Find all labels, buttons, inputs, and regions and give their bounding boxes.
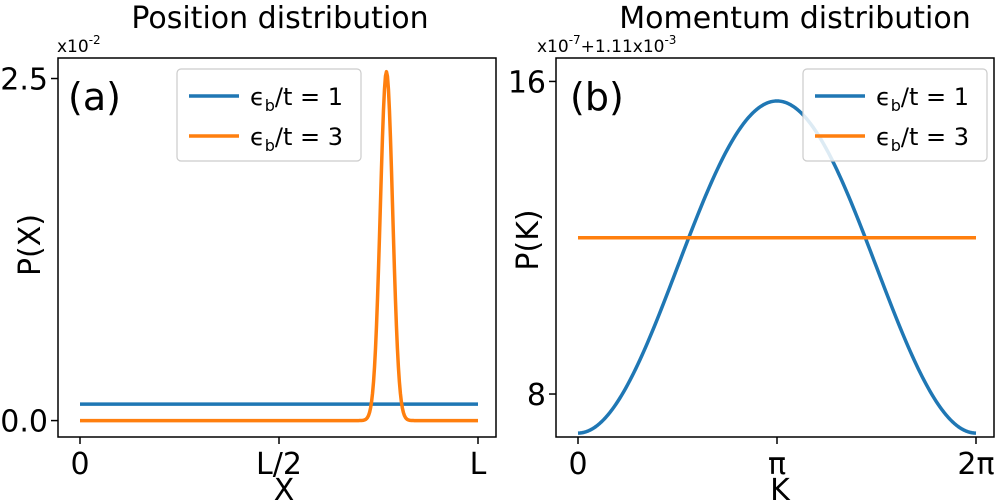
panel-position-distribution: Position distribution x10-2 (a) P(X) X 0… <box>0 1 497 504</box>
legend-box <box>802 68 988 162</box>
y-axis-label-a: P(X) <box>13 214 48 276</box>
x-tick-label: L <box>470 447 487 482</box>
title-a: Position distribution <box>131 1 428 36</box>
legend-label: ϵb/t = 3 <box>876 123 969 155</box>
legend-box <box>176 68 362 162</box>
panel-momentum-distribution: Momentum distribution x10-7+1.11x10-3 (b… <box>508 1 995 504</box>
x-tick-label: 2π <box>957 447 994 482</box>
legend-label: ϵb/t = 1 <box>876 83 969 115</box>
panel-label-a: (a) <box>68 75 121 119</box>
ticks-b: 0 π 2π 8 16 <box>508 65 995 482</box>
series-line-2 <box>79 69 479 423</box>
x-axis-label-b: K <box>770 473 791 504</box>
legend-label: ϵb/t = 3 <box>250 123 343 155</box>
x-tick-label: L/2 <box>256 447 302 482</box>
y-offset-text-b: x10-7+1.11x10-3 <box>537 33 676 57</box>
y-tick-label: 0.0 <box>0 405 48 440</box>
y-tick-label: 16 <box>508 65 546 100</box>
title-b: Momentum distribution <box>619 1 970 36</box>
series-lines-b <box>577 99 977 435</box>
y-multiplier-a: x10-2 <box>57 33 101 57</box>
ticks-a: 0 L/2 L 0.0 2.5 <box>0 63 486 482</box>
x-axis-label-a: X <box>274 473 295 504</box>
legend-label: ϵb/t = 1 <box>250 83 343 115</box>
panel-label-b: (b) <box>570 75 624 119</box>
y-tick-label: 2.5 <box>0 63 48 98</box>
legend-a: ϵb/t = 1 ϵb/t = 3 <box>176 68 362 162</box>
y-tick-label: 8 <box>527 378 546 413</box>
series-lines-a <box>79 69 479 423</box>
x-tick-label: 0 <box>568 447 587 482</box>
x-tick-label: 0 <box>70 447 89 482</box>
y-axis-label-b: P(K) <box>511 209 546 270</box>
legend-b: ϵb/t = 1 ϵb/t = 3 <box>802 68 988 162</box>
series-line-1 <box>577 99 977 435</box>
plot-frame-a <box>57 57 497 438</box>
plot-frame-b <box>555 57 995 438</box>
x-tick-label: π <box>768 447 786 482</box>
